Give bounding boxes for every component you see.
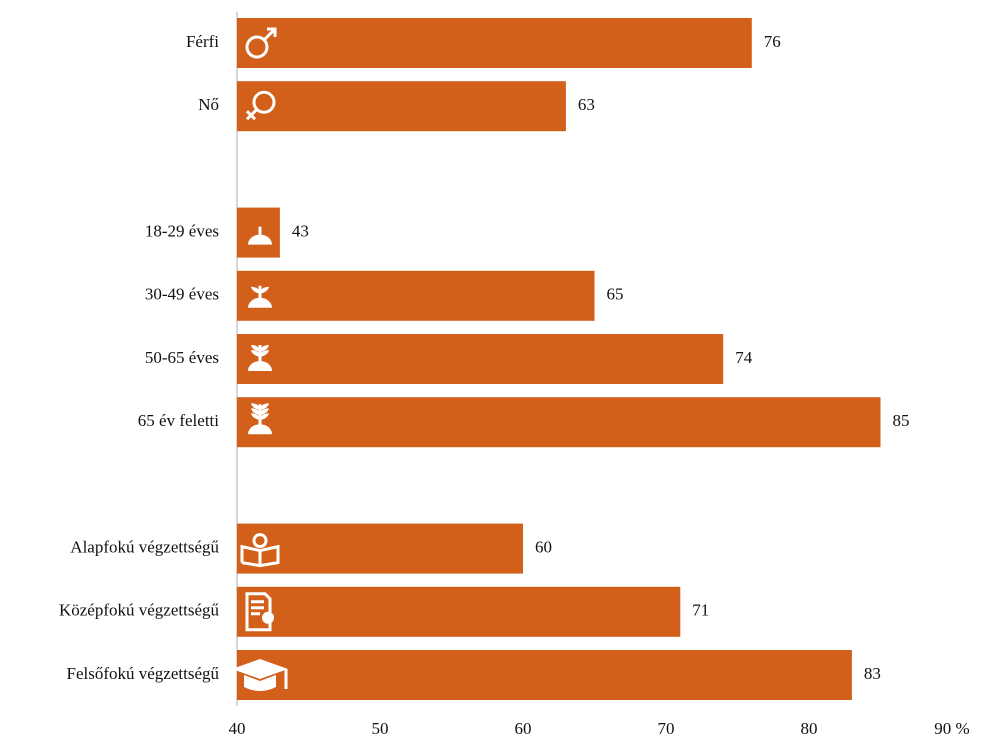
value-label: 43: [292, 222, 309, 241]
icon-part: [260, 413, 269, 421]
icon-part: [252, 90, 276, 114]
icon-part: [260, 408, 269, 416]
value-label: 60: [535, 538, 552, 557]
value-label: 71: [692, 601, 709, 620]
icon-part: [251, 350, 260, 357]
value-label: 65: [607, 285, 624, 304]
icon-part: [260, 345, 269, 352]
icon-part: [262, 611, 274, 624]
value-label: 76: [764, 32, 781, 51]
icon-part: [245, 108, 259, 121]
icon-part: [260, 350, 269, 357]
y-tick-label: Nő: [198, 95, 219, 114]
icon-part: [251, 413, 260, 421]
bar-icon: [248, 285, 272, 308]
bar-icon: [248, 403, 272, 435]
y-tick-label: Felsőfokú végzettségű: [67, 664, 220, 683]
y-tick-label: 65 év feletti: [138, 411, 219, 430]
icon-part: [260, 286, 269, 294]
bar: [237, 523, 523, 574]
icon-part: [245, 35, 269, 59]
icon-part: [248, 361, 272, 371]
bar: [237, 18, 752, 68]
value-label: 63: [578, 95, 595, 114]
x-tick-label: 40: [229, 719, 246, 738]
bar: [237, 81, 566, 132]
value-label: 85: [893, 411, 910, 430]
bar-icon: [248, 345, 272, 371]
icon-part: [251, 345, 260, 352]
bar-icon: [245, 90, 276, 121]
x-tick-label: 90 %: [934, 719, 969, 738]
icon-part: [251, 286, 260, 294]
x-tick-label: 50: [372, 719, 389, 738]
y-tick-label: Alapfokú végzettségű: [70, 538, 219, 557]
value-label: 74: [735, 348, 753, 367]
icon-part: [244, 675, 276, 691]
icon-part: [248, 234, 272, 245]
y-tick-label: Középfokú végzettségű: [59, 601, 220, 620]
icons: [232, 27, 288, 691]
icon-part: [260, 403, 269, 411]
icon-part: [251, 403, 260, 411]
bar: [237, 397, 881, 448]
icon-part: [262, 27, 277, 42]
y-tick-label: 50-65 éves: [145, 348, 219, 367]
x-tick-label: 80: [801, 719, 818, 738]
icon-part: [240, 544, 280, 568]
bar-icon: [248, 226, 272, 245]
bar: [237, 207, 280, 258]
x-tick-label: 70: [658, 719, 675, 738]
icon-part: [232, 659, 288, 679]
icon-part: [252, 533, 268, 549]
icon-part: [248, 297, 272, 308]
value-label: 83: [864, 664, 881, 683]
y-tick-label: Férfi: [186, 32, 219, 51]
bar-icon: [245, 27, 277, 59]
bar: [237, 586, 681, 637]
bar-icon: [245, 592, 274, 632]
x-tick-label: 60: [515, 719, 532, 738]
bar: [237, 334, 724, 384]
y-tick-label: 18-29 éves: [145, 222, 219, 241]
y-tick-label: 30-49 éves: [145, 285, 219, 304]
bar: [237, 270, 595, 321]
bar-icon: [232, 659, 288, 691]
icon-part: [248, 424, 272, 435]
bar: [237, 650, 852, 700]
bar-icon: [240, 533, 280, 568]
icon-part: [251, 408, 260, 416]
